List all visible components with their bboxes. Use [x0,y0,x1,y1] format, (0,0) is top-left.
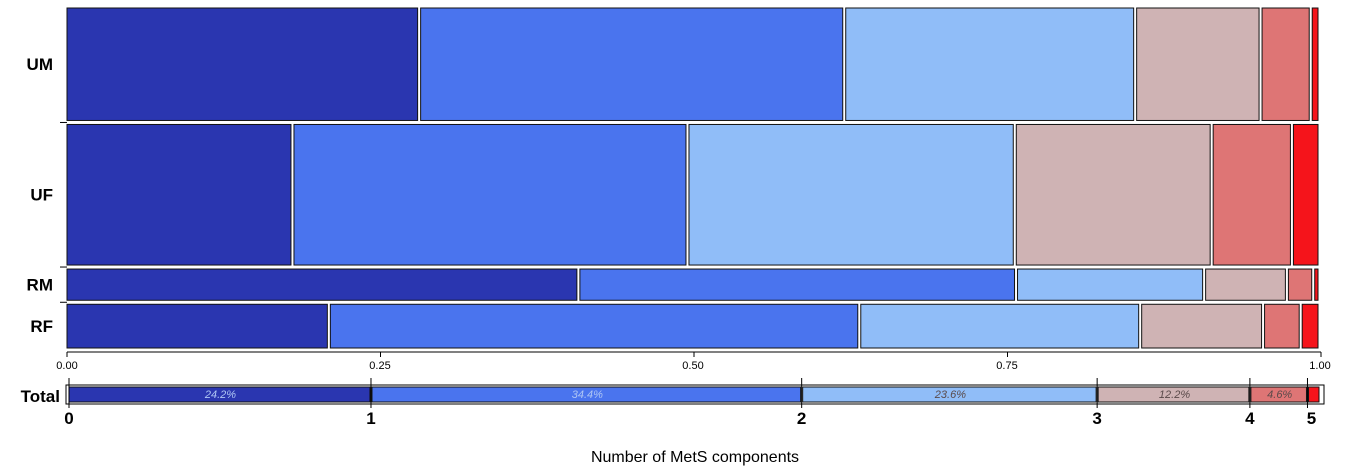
mosaic-tile-um-2 [845,7,1135,121]
mosaic-tile-um-0 [66,7,419,121]
x-tick-label: 0.25 [369,360,390,372]
total-segment-4 [1250,386,1307,403]
row-labels: UM UF RM RF [27,55,67,336]
total-segment-percent: 4.6% [1267,389,1292,401]
total-segment-percent: 12.2% [1159,389,1190,401]
mosaic-tile-rm-2 [1017,268,1204,301]
count-tick-label: 0 [64,409,73,428]
mosaic-tile-rm-1 [579,268,1016,301]
count-tick-label: 5 [1307,409,1316,428]
mosaic-tile-rf-2 [860,303,1140,349]
row-label-rm: RM [27,276,53,295]
total-segment-1 [371,386,802,403]
x-axis: 0.00 0.25 0.50 0.75 1.00 [56,351,1331,372]
mosaic-tile-uf-3 [1015,123,1211,266]
total-segment-3 [1097,386,1250,403]
row-label-uf: UF [30,186,53,205]
mosaic-tile-uf-0 [66,123,292,266]
mosaic-tile-rf-0 [66,303,328,349]
total-segment-percent: 24.2% [204,389,236,401]
x-tick-label: 0.75 [996,360,1017,372]
x-axis-title: Number of MetS components [591,449,799,466]
mosaic-tile-uf-2 [688,123,1014,266]
row-label-rf: RF [30,317,53,336]
mosaic-tile-uf-1 [293,123,687,266]
mosaic-tile-rm-4 [1287,268,1313,301]
mosaic-tile-um-3 [1136,7,1260,121]
total-label: Total [21,387,60,406]
total-segment-5 [1307,386,1320,403]
mosaic-tile-rf-5 [1301,303,1319,349]
row-label-um: UM [27,55,53,74]
mosaic-rows [66,7,1319,349]
mosaic-tile-um-4 [1261,7,1310,121]
mosaic-tile-rf-3 [1141,303,1263,349]
mosaic-tile-rm-3 [1205,268,1286,301]
mosaic-tile-uf-5 [1292,123,1319,266]
x-tick-label: 0.50 [682,360,703,372]
x-tick-label: 0.00 [56,360,77,372]
x-tick-label: 1.00 [1309,360,1330,372]
total-bar: Total 24.2% 34.4% 23.6% 12.2% 4.6% 0 1 2 3 4 5 [21,378,1325,428]
count-tick-label: 2 [797,409,806,428]
mosaic-tile-rf-4 [1264,303,1300,349]
total-bar-frame [65,384,1325,405]
mosaic-tile-um-1 [420,7,844,121]
count-tick-label: 4 [1245,409,1255,428]
mosaic-tile-um-5 [1311,7,1319,121]
total-segment-percent: 34.4% [572,389,603,401]
mosaic-tile-uf-4 [1212,123,1291,266]
count-tick-label: 1 [366,409,375,428]
mosaic-tile-rm-5 [1314,268,1319,301]
total-segment-percent: 23.6% [934,389,966,401]
total-segment-2 [802,386,1097,403]
mosaic-tile-rm-0 [66,268,578,301]
count-tick-label: 3 [1092,409,1101,428]
mosaic-tile-rf-1 [329,303,859,349]
